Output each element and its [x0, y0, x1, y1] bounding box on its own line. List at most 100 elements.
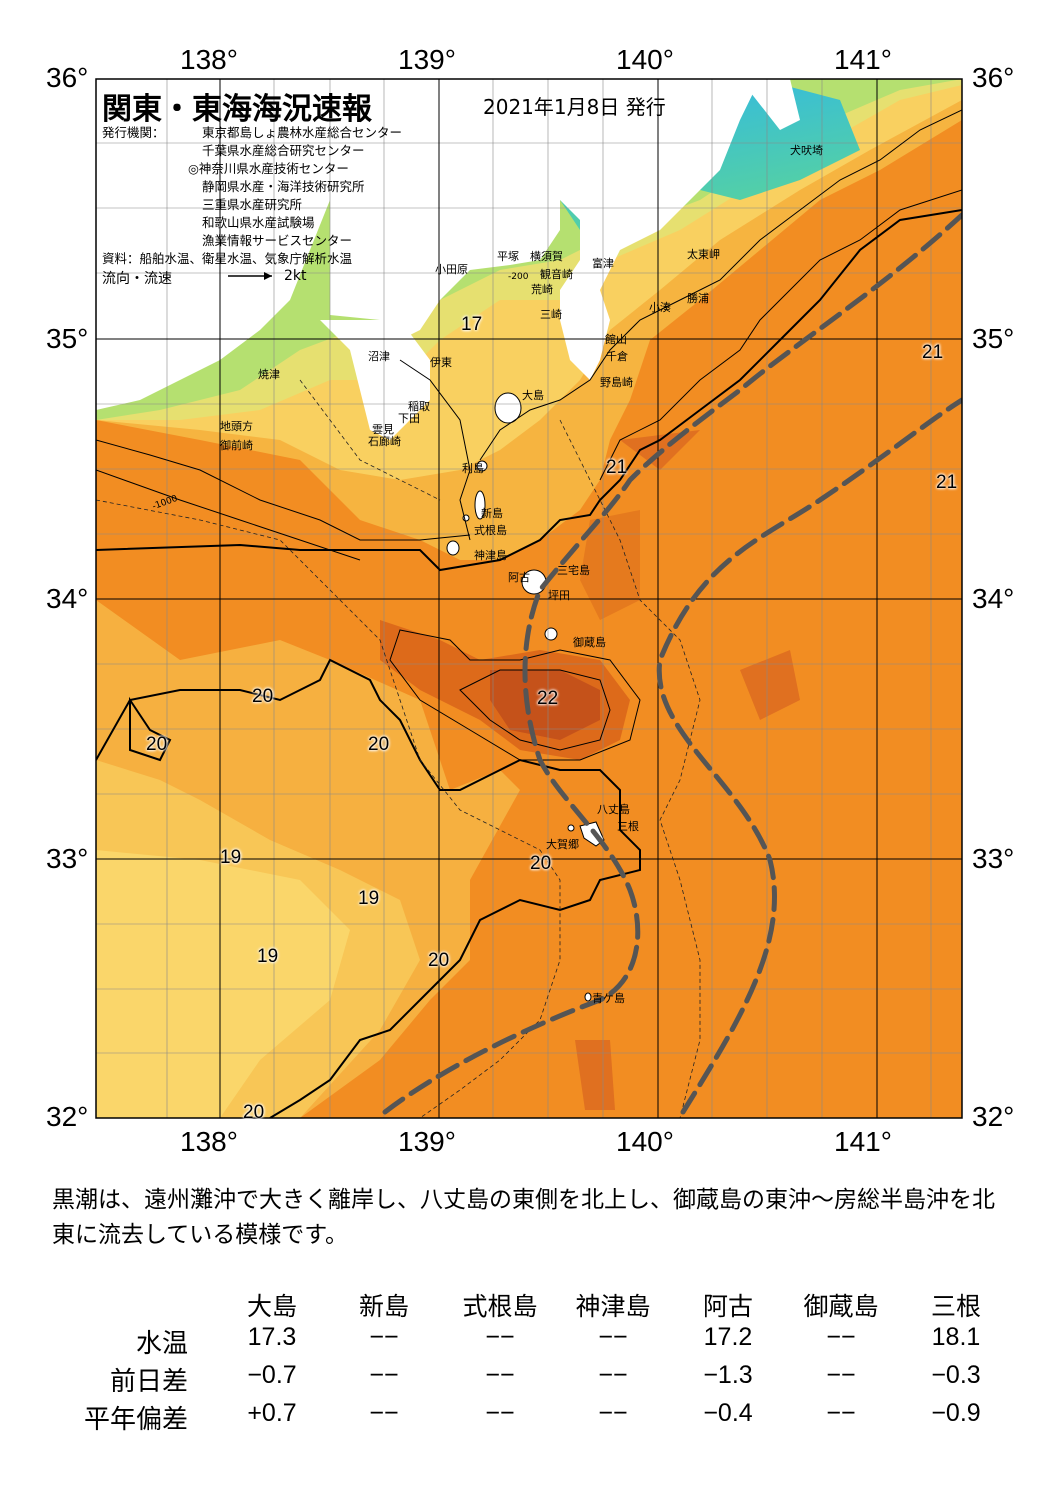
place-label: 三根	[617, 820, 639, 833]
isotherm-label: 20	[243, 1102, 265, 1123]
isotherm-label: 20	[368, 734, 390, 755]
sea-temperature-map	[95, 78, 963, 1119]
table-cell: −−	[598, 1361, 628, 1389]
table-header-cell: 新島	[358, 1292, 409, 1321]
table-cell: 17.3	[247, 1323, 297, 1351]
situation-comment: 黒潮は、遠州灘沖で大きく離岸し、八丈島の東側を北上し、御蔵島の東沖～房総半島沖を…	[52, 1187, 995, 1248]
place-label: 御蔵島	[573, 636, 606, 649]
place-label: 小田原	[435, 263, 468, 276]
lat-label-right-32: 32°	[972, 1101, 1015, 1132]
isotherm-label: 19	[220, 847, 242, 868]
place-label: 大賀郷	[546, 838, 579, 851]
table-cell: −1.3	[703, 1361, 753, 1389]
place-label: 三宅島	[557, 564, 590, 577]
place-label: 御前崎	[220, 439, 253, 452]
place-label: 太東岬	[687, 248, 720, 261]
place-label: 小湊	[649, 301, 671, 314]
data-source: 資料：船舶水温、衛星水温、気象庁解析水温	[102, 251, 353, 266]
place-label: 大島	[522, 389, 544, 402]
table-header-cell: 三根	[930, 1292, 981, 1321]
place-label: 焼津	[258, 368, 280, 381]
lat-label-right-35: 35°	[972, 323, 1015, 354]
place-label: 新島	[481, 507, 503, 520]
table-header-cell: 神津島	[575, 1292, 651, 1321]
place-label: 稲取	[408, 400, 430, 413]
isotherm-label: 20	[146, 734, 168, 755]
table-row-label: 水温	[135, 1329, 188, 1359]
table-row-label: 平年偏差	[83, 1405, 188, 1435]
map-title: 関東・東海海況速報	[102, 92, 372, 127]
table-cell: 18.1	[931, 1323, 981, 1351]
table-cell: −−	[826, 1361, 856, 1389]
place-label: 富津	[592, 257, 614, 270]
place-label: 荒崎	[531, 283, 553, 296]
issuers-label: 発行機関：	[102, 125, 165, 140]
isotherm-label: 21	[606, 457, 628, 478]
issuer-5: 三重県水産研究所	[202, 197, 303, 212]
table-cell: −−	[485, 1399, 515, 1427]
table-row-label: 前日差	[109, 1367, 188, 1397]
place-label: 千倉	[606, 350, 628, 363]
isotherm-label: 21	[922, 342, 944, 363]
table-cell: −0.7	[247, 1361, 297, 1389]
isotherm-label: 21	[936, 472, 958, 493]
place-label: 館山	[605, 333, 627, 346]
table-cell: −0.4	[703, 1399, 753, 1427]
lat-label-left-36: 36°	[46, 62, 89, 93]
place-label: 勝浦	[687, 292, 709, 305]
table-cell: −−	[598, 1399, 628, 1427]
place-label: 野島崎	[600, 376, 633, 389]
lon-label-bottom-140: 140°	[616, 1126, 674, 1157]
place-label: 神津島	[474, 549, 507, 562]
lon-label-top-140: 140°	[616, 44, 674, 75]
place-label: 伊東	[430, 356, 452, 369]
table-cell: −−	[485, 1361, 515, 1389]
table-cell: −0.3	[931, 1361, 981, 1389]
isotherm-label: 20	[530, 853, 552, 874]
depth-label: -200	[508, 272, 529, 282]
table-cell: −−	[598, 1323, 628, 1351]
lon-label-top-141: 141°	[834, 44, 892, 75]
isotherm-label: 17	[461, 314, 483, 335]
lon-label-bottom-138: 138°	[180, 1126, 238, 1157]
place-label: 地頭方	[220, 420, 253, 433]
place-label: 石廊崎	[368, 435, 401, 448]
place-label: 利島	[462, 462, 484, 475]
issuer-2: 千葉県水産総合研究センター	[202, 143, 365, 158]
place-label: 坪田	[548, 589, 570, 602]
lat-label-left-33: 33°	[46, 843, 89, 874]
table-cell: 17.2	[703, 1323, 753, 1351]
lat-label-left-35: 35°	[46, 323, 89, 354]
table-header-cell: 式根島	[462, 1292, 538, 1321]
isotherm-label: 19	[358, 888, 380, 909]
issuer-3: ◎神奈川県水産技術センター	[188, 161, 349, 176]
table-cell: −−	[485, 1323, 515, 1351]
table-cell: −−	[826, 1399, 856, 1427]
place-label: 横須賀	[530, 250, 563, 263]
place-label: 阿古	[508, 571, 530, 584]
issuer-7: 漁業情報サービスセンター	[202, 233, 353, 248]
table-cell: −−	[369, 1323, 399, 1351]
table-header-cell: 大島	[246, 1292, 297, 1321]
lon-label-top-139: 139°	[398, 44, 456, 75]
lat-label-right-36: 36°	[972, 62, 1015, 93]
lon-label-bottom-139: 139°	[398, 1126, 456, 1157]
place-label: 犬吠埼	[790, 144, 823, 157]
table-header-cell: 阿古	[702, 1292, 753, 1321]
place-label: 観音崎	[540, 268, 573, 281]
place-label: 雲見	[372, 423, 394, 436]
issuer-1: 東京都島しょ農林水産総合センター	[202, 125, 403, 140]
isotherm-label: 20	[252, 686, 274, 707]
lat-label-right-33: 33°	[972, 843, 1015, 874]
place-label: 下田	[398, 412, 420, 425]
place-label: 沼津	[368, 350, 390, 363]
place-label: 青ケ島	[592, 992, 625, 1005]
table-cell: −−	[826, 1323, 856, 1351]
kuroshio-axis	[382, 212, 962, 1115]
place-label: 三崎	[540, 308, 562, 321]
table-cell: −0.9	[931, 1399, 981, 1427]
lon-label-bottom-141: 141°	[834, 1126, 892, 1157]
table-header-cell: 御蔵島	[803, 1292, 879, 1321]
issue-date: 2021年1月8日 発行	[483, 95, 666, 119]
lat-label-left-32: 32°	[46, 1101, 89, 1132]
